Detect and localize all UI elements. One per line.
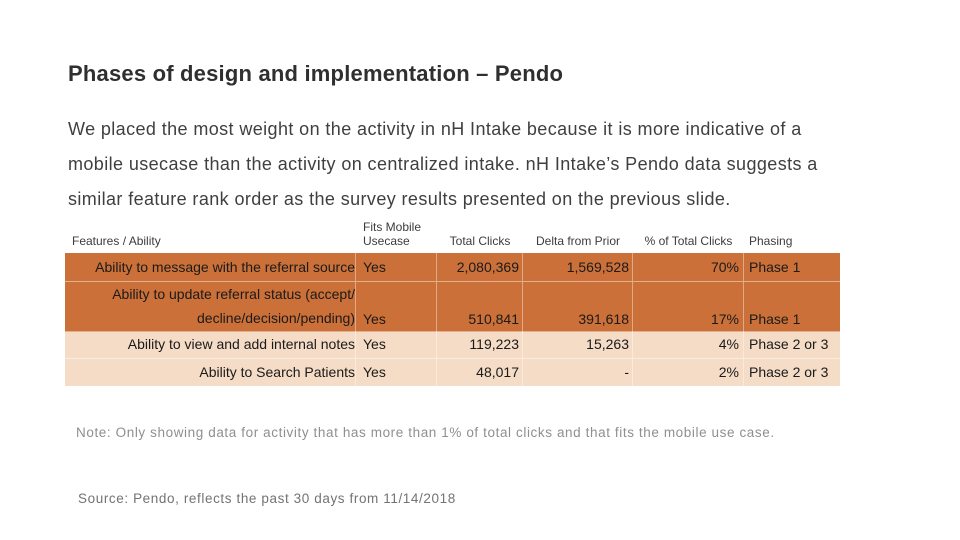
cell-total-clicks: 119,223 (437, 332, 523, 358)
table-row: Ability to update referral status (accep… (65, 282, 840, 333)
cell-feature: Ability to update referral status (accep… (65, 282, 356, 333)
cell-total-clicks: 48,017 (437, 359, 523, 386)
cell-feature-text: Ability to Search Patients (199, 364, 355, 380)
table-header-row: Features / Ability Fits Mobile Usecase T… (65, 217, 840, 253)
column-header-features-ability: Features / Ability (72, 234, 161, 248)
column-header-phasing: Phasing (749, 234, 793, 248)
page-title: Phases of design and implementation – Pe… (68, 61, 564, 86)
cell-phasing: Phase 1 (749, 311, 801, 327)
cell-phasing: Phase 2 or 3 (749, 364, 829, 380)
column-header-fits-mobile-usecase: Fits Mobile Usecase (363, 220, 422, 248)
cell-feature-text: Ability to update referral status (accep… (112, 286, 355, 302)
cell-phasing: Phase 2 or 3 (749, 336, 829, 352)
cell-feature-text: decline/decision/pending) (197, 310, 355, 326)
column-header-pct-of-total-clicks: % of Total Clicks (644, 234, 733, 248)
cell-total-clicks: 2,080,369 (437, 253, 523, 281)
table-row: Ability to view and add internal notes Y… (65, 332, 840, 359)
cell-pct-of-total-clicks: 2% (633, 359, 744, 386)
cell-feature-text: Ability to view and add internal notes (127, 336, 355, 352)
cell-pct-of-total-clicks: 70% (633, 253, 744, 281)
cell-fits-mobile: Yes (356, 282, 437, 333)
body-paragraph: We placed the most weight on the activit… (68, 112, 818, 217)
table-row: Ability to message with the referral sou… (65, 253, 840, 282)
column-header-total-clicks: Total Clicks (449, 234, 511, 248)
body-paragraph-line: similar feature rank order as the survey… (68, 189, 731, 209)
cell-delta-from-prior: 391,618 (523, 282, 633, 333)
cell-pct-of-total-clicks: 17% (633, 282, 744, 333)
cell-pct-of-total-clicks: 4% (633, 332, 744, 358)
cell-delta-from-prior: - (523, 359, 633, 386)
source-text: Source: Pendo, reflects the past 30 days… (78, 491, 456, 506)
column-header-delta-from-prior: Delta from Prior (535, 234, 621, 248)
features-table: Features / Ability Fits Mobile Usecase T… (65, 217, 840, 386)
table-row: Ability to Search Patients Yes 48,017 - … (65, 359, 840, 386)
cell-delta-from-prior: 1,569,528 (523, 253, 633, 281)
body-paragraph-line: mobile usecase than the activity on cent… (68, 154, 818, 174)
cell-total-clicks: 510,841 (437, 282, 523, 333)
note-text: Note: Only showing data for activity tha… (76, 425, 775, 440)
cell-delta-from-prior: 15,263 (523, 332, 633, 358)
cell-phasing: Phase 1 (749, 259, 801, 275)
body-paragraph-line: We placed the most weight on the activit… (68, 119, 802, 139)
cell-feature: Ability to message with the referral sou… (65, 253, 356, 281)
cell-feature: Ability to Search Patients (65, 359, 356, 386)
cell-fits-mobile: Yes (356, 253, 437, 281)
cell-feature-text: Ability to message with the referral sou… (95, 259, 355, 275)
cell-feature: Ability to view and add internal notes (65, 332, 356, 358)
cell-fits-mobile: Yes (356, 359, 437, 386)
cell-fits-mobile: Yes (356, 332, 437, 358)
